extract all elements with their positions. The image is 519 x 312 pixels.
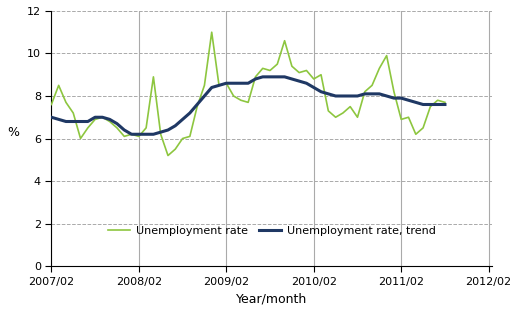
Unemployment rate, trend [434, 103, 441, 106]
Unemployment rate [165, 154, 171, 157]
Unemployment rate [413, 132, 419, 136]
Unemployment rate [442, 100, 448, 104]
Unemployment rate, trend [413, 100, 419, 104]
Line: Unemployment rate, trend: Unemployment rate, trend [51, 77, 445, 134]
Unemployment rate [48, 103, 54, 106]
Unemployment rate, trend [48, 115, 54, 119]
Unemployment rate [121, 134, 127, 138]
Unemployment rate, trend [128, 132, 134, 136]
Unemployment rate, trend [92, 115, 98, 119]
Legend: Unemployment rate, Unemployment rate, trend: Unemployment rate, Unemployment rate, tr… [104, 221, 440, 240]
Unemployment rate [143, 126, 149, 130]
Unemployment rate, trend [260, 75, 266, 79]
Line: Unemployment rate: Unemployment rate [51, 32, 445, 155]
Unemployment rate [209, 30, 215, 34]
Unemployment rate, trend [121, 128, 127, 132]
Unemployment rate [201, 84, 208, 87]
Unemployment rate [434, 98, 441, 102]
Unemployment rate, trend [442, 103, 448, 106]
Unemployment rate [92, 118, 98, 121]
Unemployment rate, trend [151, 132, 157, 136]
X-axis label: Year/month: Year/month [236, 292, 307, 305]
Y-axis label: %: % [7, 125, 19, 139]
Unemployment rate, trend [201, 94, 208, 98]
